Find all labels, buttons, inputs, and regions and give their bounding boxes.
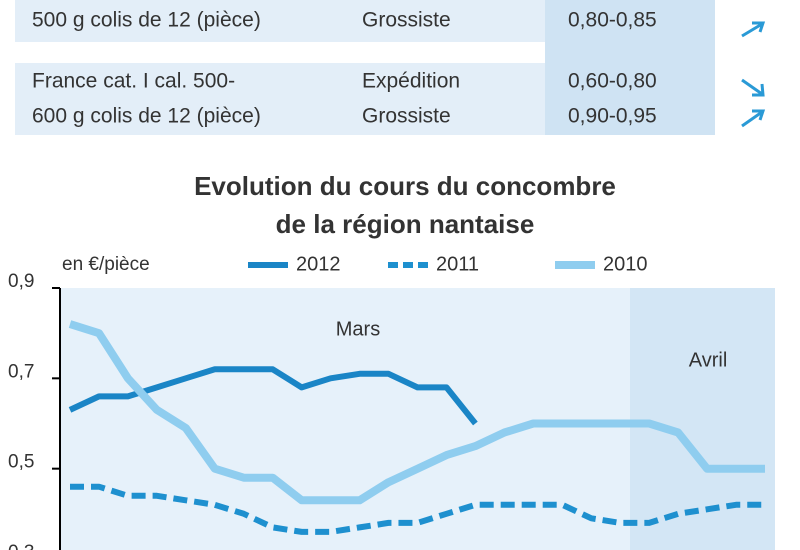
table-cell: France cat. I cal. 500- bbox=[32, 70, 235, 93]
y-tick-label: 0,5 bbox=[8, 452, 34, 473]
legend-label: 2012 bbox=[296, 253, 341, 275]
trend-arrows bbox=[741, 21, 766, 128]
annotation: Avril bbox=[689, 349, 728, 371]
table-cell: 600 g colis de 12 (pièce) bbox=[32, 105, 261, 128]
table-cell: 0,80-0,85 bbox=[568, 9, 657, 32]
table-cell: 500 g colis de 12 (pièce) bbox=[32, 9, 261, 32]
table-cell: Expédition bbox=[362, 70, 460, 93]
legend-label: 2010 bbox=[603, 253, 648, 275]
line-series bbox=[68, 320, 765, 505]
y-tick-label: 0,9 bbox=[8, 271, 34, 292]
legend-label: 2011 bbox=[436, 253, 479, 275]
table-cell: Grossiste bbox=[362, 9, 451, 32]
y-tick-label: 0,3 bbox=[8, 542, 34, 550]
chart-title: de la région nantaise bbox=[276, 209, 535, 239]
table-cell: 0,60-0,80 bbox=[568, 70, 657, 93]
table-cell: 0,90-0,95 bbox=[568, 105, 657, 128]
chart-title: Evolution du cours du concombre bbox=[194, 171, 616, 201]
y-label: en €/pièce bbox=[62, 254, 150, 275]
annotation: Mars bbox=[336, 318, 380, 340]
table-cell: Grossiste bbox=[362, 105, 451, 128]
y-tick-label: 0,7 bbox=[8, 361, 34, 382]
line-series bbox=[70, 483, 765, 535]
price-column-bg bbox=[545, 0, 715, 135]
april-region bbox=[630, 288, 775, 550]
